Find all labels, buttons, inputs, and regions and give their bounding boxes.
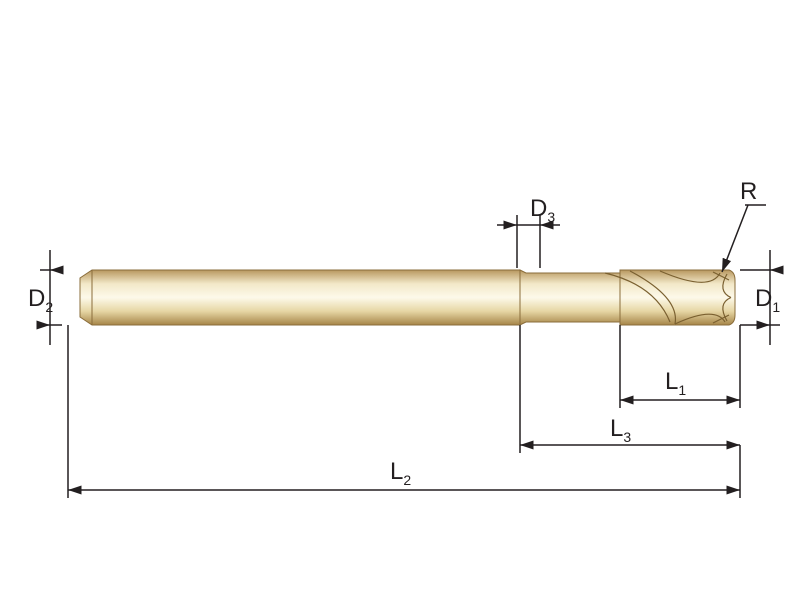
label-L2-main: L <box>390 458 403 485</box>
label-L3: L3 <box>610 415 631 445</box>
label-D2-sub: 2 <box>45 299 53 315</box>
diagram-canvas <box>0 0 800 600</box>
label-D1-main: D <box>755 285 772 312</box>
label-L1-main: L <box>665 368 678 395</box>
label-L3-main: L <box>610 415 623 442</box>
label-D2: D2 <box>28 285 53 315</box>
label-R-main: R <box>740 178 757 205</box>
label-D3-sub: 3 <box>547 209 555 225</box>
label-L1-sub: 1 <box>678 382 686 398</box>
tool-neck <box>520 270 620 325</box>
label-R: R <box>740 178 757 206</box>
label-D3: D3 <box>530 195 555 225</box>
label-L3-sub: 3 <box>623 429 631 445</box>
label-D2-main: D <box>28 285 45 312</box>
label-D3-main: D <box>530 195 547 222</box>
label-D1-sub: 1 <box>772 299 780 315</box>
label-L1: L1 <box>665 368 686 398</box>
label-D1: D1 <box>755 285 780 315</box>
label-L2: L2 <box>390 458 411 488</box>
label-L2-sub: 2 <box>403 472 411 488</box>
dimension-lines <box>40 205 780 498</box>
tool-shank <box>80 270 520 325</box>
